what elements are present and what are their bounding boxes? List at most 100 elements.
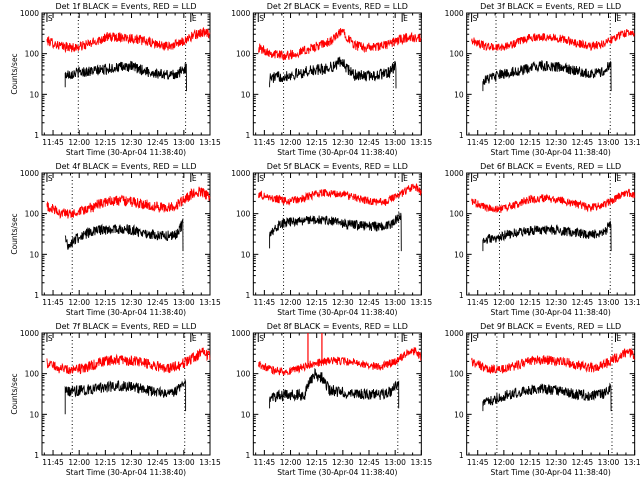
x-tick-label: 12:00	[493, 138, 515, 147]
x-tick-label: 13:00	[598, 458, 620, 467]
x-tick-label: 12:30	[545, 138, 567, 147]
x-tick-label: 11:45	[254, 298, 276, 307]
y-tick-label: 10	[241, 90, 251, 99]
x-tick-label: 12:00	[68, 298, 90, 307]
marker-label: E	[616, 334, 621, 343]
x-tick-label: 13:00	[384, 458, 406, 467]
x-tick-label: 12:45	[147, 138, 169, 147]
chart-panel-9: Det 9f BLACK = Events, RED = LLD 1 10 100 10…	[445, 322, 640, 477]
x-axis-label: Start Time (30-Apr-04 11:38:40)	[277, 308, 397, 317]
x-tick-label: 12:00	[493, 298, 515, 307]
plot-frame	[252, 12, 422, 136]
x-tick-label: 13:00	[173, 138, 195, 147]
x-tick-label: 12:15	[519, 298, 541, 307]
plot-frame	[252, 332, 422, 456]
plot-frame	[41, 12, 211, 136]
y-tick-label: 10	[29, 410, 39, 419]
y-tick-label: 100	[449, 370, 464, 379]
x-tick-label: 12:15	[306, 298, 328, 307]
series-line-events	[482, 382, 612, 412]
y-tick-label: 1000	[20, 329, 39, 338]
x-tick-label: 13:00	[173, 298, 195, 307]
marker-label: S	[259, 334, 264, 343]
x-tick-label: 12:45	[572, 298, 594, 307]
chart-panel-7: Det 7f BLACK = Events, RED = LLD 1 10 100 10…	[10, 322, 221, 477]
y-tick-label: 1000	[445, 9, 464, 18]
chart-title: Det 2f BLACK = Events, RED = LLD	[267, 2, 408, 11]
marker-label: E	[192, 174, 197, 183]
x-tick-label: 12:30	[332, 458, 354, 467]
y-tick-label: 100	[236, 210, 251, 219]
x-tick-label: 12:30	[332, 138, 354, 147]
series-line-events	[269, 212, 402, 252]
plot-frame	[41, 332, 211, 456]
x-tick-label: 12:45	[358, 298, 380, 307]
y-tick-label: 1000	[20, 169, 39, 178]
x-tick-label: 13:15	[411, 298, 433, 307]
x-tick-label: 12:30	[332, 298, 354, 307]
x-tick-label: 12:00	[280, 138, 302, 147]
x-tick-label: 12:15	[95, 138, 117, 147]
y-tick-label: 1000	[231, 9, 250, 18]
y-tick-label: 1000	[445, 329, 464, 338]
x-tick-label: 13:00	[384, 138, 406, 147]
x-axis-label: Start Time (30-Apr-04 11:38:40)	[66, 308, 186, 317]
y-tick-label: 10	[454, 250, 464, 259]
marker-label: S	[473, 174, 478, 183]
x-tick-label: 13:15	[199, 138, 221, 147]
marker-label: E	[616, 14, 621, 23]
marker-label: E	[403, 14, 408, 23]
x-tick-label: 12:00	[68, 138, 90, 147]
y-tick-label: 10	[29, 90, 39, 99]
series-line-lld	[471, 188, 635, 213]
series-line-lld	[257, 347, 422, 376]
y-tick-label: 10	[29, 250, 39, 259]
x-tick-label: 13:15	[411, 458, 433, 467]
series-line-lld	[46, 26, 211, 54]
y-tick-label: 1	[34, 451, 39, 460]
y-tick-label: 100	[25, 50, 40, 59]
x-tick-label: 13:00	[598, 298, 620, 307]
x-tick-label: 12:30	[545, 458, 567, 467]
plot-frame	[466, 12, 636, 136]
marker-label: S	[473, 14, 478, 23]
x-tick-label: 12:00	[280, 458, 302, 467]
y-axis-label: Counts/sec	[10, 373, 19, 414]
x-tick-label: 12:45	[358, 458, 380, 467]
series-line-lld	[258, 28, 422, 61]
x-tick-label: 12:15	[519, 138, 541, 147]
marker-label: E	[616, 174, 621, 183]
y-tick-label: 1000	[445, 169, 464, 178]
plot-frame	[466, 172, 636, 296]
x-tick-label: 11:45	[467, 458, 489, 467]
x-tick-label: 12:45	[572, 138, 594, 147]
marker-label: S	[473, 334, 478, 343]
x-tick-label: 12:45	[572, 458, 594, 467]
marker-label: S	[48, 174, 53, 183]
series-line-events	[64, 60, 187, 92]
y-tick-label: 100	[449, 50, 464, 59]
series-line-events	[269, 56, 397, 89]
series-line-events	[482, 220, 612, 252]
chart-title: Det 8f BLACK = Events, RED = LLD	[267, 322, 408, 331]
y-tick-label: 1	[246, 291, 251, 300]
x-tick-label: 11:45	[467, 298, 489, 307]
marker-label: E	[403, 174, 408, 183]
series-line-lld	[257, 182, 422, 206]
series-line-events	[269, 367, 400, 409]
y-axis-label: Counts/sec	[10, 53, 19, 94]
x-axis-label: Start Time (30-Apr-04 11:38:40)	[491, 468, 611, 477]
y-tick-label: 1	[246, 451, 251, 460]
series-line-events	[482, 59, 612, 92]
y-tick-label: 1	[459, 451, 464, 460]
x-tick-label: 12:15	[95, 458, 117, 467]
y-tick-label: 10	[454, 90, 464, 99]
series-line-lld	[46, 347, 211, 375]
series-line-lld	[46, 186, 211, 220]
y-tick-label: 1000	[231, 169, 250, 178]
x-tick-label: 12:00	[493, 458, 515, 467]
y-tick-label: 10	[241, 410, 251, 419]
marker-label: E	[403, 334, 408, 343]
y-tick-label: 1	[34, 131, 39, 140]
